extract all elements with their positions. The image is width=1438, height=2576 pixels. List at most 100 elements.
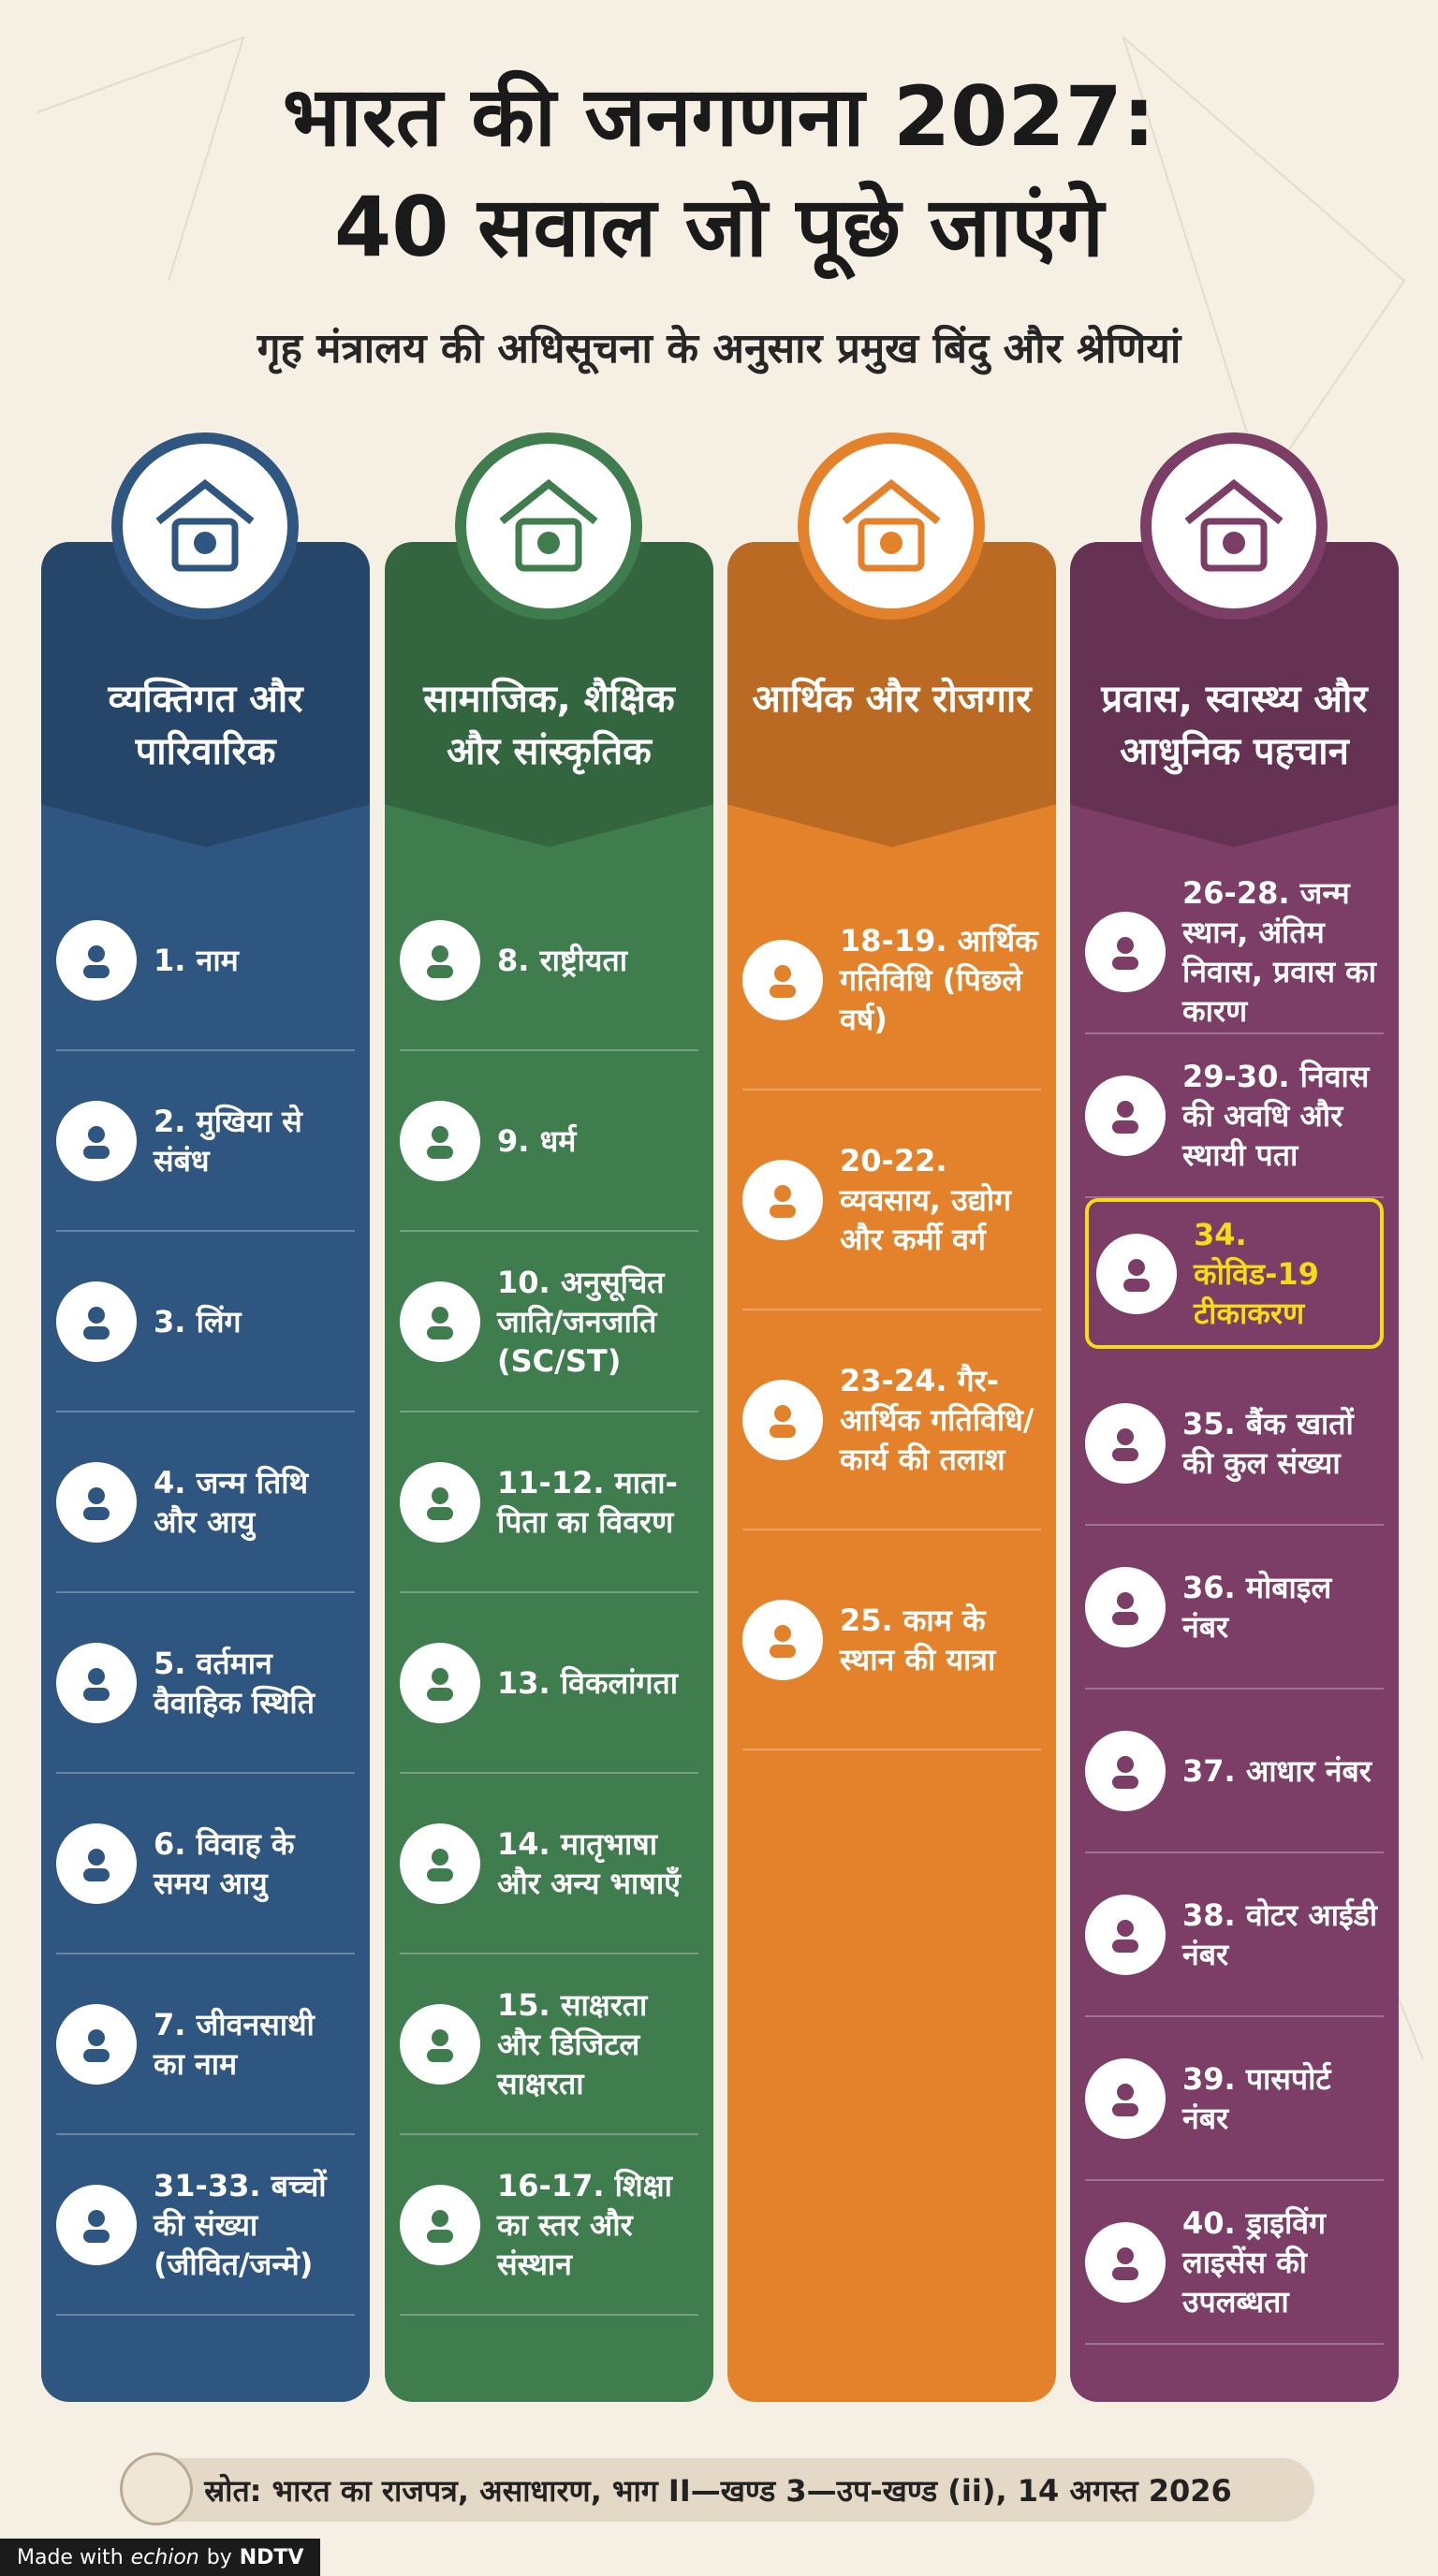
question-item: 37. आधार नंबर	[1085, 1690, 1384, 1853]
item-text: 36. मोबाइल नंबर	[1182, 1569, 1332, 1645]
item-icon	[400, 1461, 480, 1543]
question-item: 15. साक्षरता और डिजिटल साक्षरता	[400, 1954, 698, 2135]
column-title: प्रवास, स्वास्थ्य और आधुनिक पहचान	[1101, 678, 1368, 773]
item-icon	[1085, 1730, 1166, 1811]
question-item: 18-19. आर्थिक गतिविधि (पिछले वर्ष)	[742, 871, 1041, 1090]
question-item: 16-17. शिक्षा का स्तर और संस्थान	[400, 2135, 698, 2316]
item-icon	[1085, 2057, 1166, 2139]
item-icon	[56, 1822, 137, 1904]
ndtv: NDTV	[239, 2545, 304, 2569]
item-icon	[1085, 911, 1166, 992]
category-icon	[111, 432, 299, 620]
item-icon	[400, 919, 480, 1001]
item-text: 1. नाम	[154, 942, 239, 978]
item-icon	[1085, 2221, 1166, 2303]
column-title: व्यक्तिगत और पारिवारिक	[108, 678, 303, 773]
item-icon	[400, 1281, 480, 1362]
item-text: 2. मुखिया से संबंध	[154, 1103, 302, 1178]
question-item: 31-33. बच्चों की संख्या (जीवित/जन्मे)	[56, 2135, 355, 2316]
question-item: 39. पासपोर्ट नंबर	[1085, 2017, 1384, 2181]
category-column: सामाजिक, शैक्षिक और सांस्कृतिक 8. राष्ट्र…	[385, 542, 713, 2402]
item-icon	[400, 2184, 480, 2265]
item-text: 37. आधार नंबर	[1182, 1752, 1372, 1789]
item-text: 38. वोटर आईडी नंबर	[1182, 1896, 1378, 1972]
item-icon	[56, 1100, 137, 1181]
item-text: 10. अनुसूचित जाति/जनजाति (SC/ST)	[497, 1264, 665, 1379]
item-text: 31-33. बच्चों की संख्या (जीवित/जन्मे)	[154, 2167, 327, 2282]
question-item: 10. अनुसूचित जाति/जनजाति (SC/ST)	[400, 1232, 698, 1412]
question-item: 9. धर्म	[400, 1051, 698, 1232]
item-text: 7. जीवनसाथी का नाम	[154, 2006, 315, 2082]
by: by	[206, 2545, 232, 2569]
item-text: 3. लिंग	[154, 1303, 242, 1339]
item-icon	[1085, 1566, 1166, 1647]
item-icon	[742, 1159, 823, 1240]
item-text: 25. काम के स्थान की यात्रा	[840, 1602, 996, 1677]
item-icon	[742, 939, 823, 1020]
item-icon	[56, 1461, 137, 1543]
item-text: 23-24. गैर-आर्थिक गतिविधि/कार्य की तलाश	[840, 1362, 1034, 1477]
question-item: 14. मातृभाषा और अन्य भाषाएँ	[400, 1774, 698, 1954]
item-icon	[56, 919, 137, 1001]
category-icon	[455, 432, 642, 620]
item-text: 4. जन्म तिथि और आयु	[154, 1464, 309, 1540]
item-icon	[1085, 1075, 1166, 1156]
question-item: 11-12. माता-पिता का विवरण	[400, 1412, 698, 1593]
question-item: 34. कोविड-19 टीकाकरण	[1085, 1198, 1384, 1349]
item-icon	[400, 1642, 480, 1723]
question-item: 1. नाम	[56, 871, 355, 1051]
made-with: Made with	[17, 2545, 124, 2569]
emblem	[120, 2452, 193, 2525]
item-icon	[56, 1642, 137, 1723]
item-text: 5. वर्तमान वैवाहिक स्थिति	[154, 1645, 315, 1720]
item-text: 15. साक्षरता और डिजिटल साक्षरता	[497, 1986, 648, 2101]
question-item: 26-28. जन्म स्थान, अंतिम निवास, प्रवास क…	[1085, 871, 1384, 1034]
echion: echion	[130, 2545, 199, 2569]
question-item: 7. जीवनसाथी का नाम	[56, 1954, 355, 2135]
question-item: 40. ड्राइविंग लाइसेंस की उपलब्धता	[1085, 2181, 1384, 2345]
category-column: आर्थिक और रोजगार 18-19. आर्थिक गतिविधि (प…	[727, 542, 1056, 2402]
item-text: 39. पासपोर्ट नंबर	[1182, 2060, 1331, 2136]
question-item: 20-22. व्यवसाय, उद्योग और कर्मी वर्ग	[742, 1090, 1041, 1310]
category-icon	[798, 432, 985, 620]
category-column: व्यक्तिगत और पारिवारिक 1. नाम 2. मुखिया से…	[41, 542, 370, 2402]
title-line: भारत की जनगणना 2027:	[282, 68, 1156, 165]
question-item: 36. मोबाइल नंबर	[1085, 1526, 1384, 1690]
item-icon	[56, 2184, 137, 2265]
item-icon	[742, 1379, 823, 1460]
item-text: 14. मातृभाषा और अन्य भाषाएँ	[497, 1825, 681, 1901]
question-item: 35. बैंक खातों की कुल संख्या	[1085, 1362, 1384, 1526]
question-item: 4. जन्म तिथि और आयु	[56, 1412, 355, 1593]
item-icon	[400, 1100, 480, 1181]
question-item: 13. विकलांगता	[400, 1593, 698, 1774]
item-text: 9. धर्म	[497, 1122, 577, 1159]
category-icon	[1140, 432, 1328, 620]
column-title: आर्थिक और रोजगार	[752, 678, 1032, 721]
source: स्रोत: भारत का राजपत्र, असाधारण, भाग II—…	[122, 2458, 1314, 2522]
question-item: 38. वोटर आईडी नंबर	[1085, 1853, 1384, 2017]
question-item: 6. विवाह के समय आयु	[56, 1774, 355, 1954]
question-item: 23-24. गैर-आर्थिक गतिविधि/कार्य की तलाश	[742, 1310, 1041, 1530]
question-item: 5. वर्तमान वैवाहिक स्थिति	[56, 1593, 355, 1774]
branding: Made with echion by NDTV	[0, 2539, 321, 2576]
item-text: 20-22. व्यवसाय, उद्योग और कर्मी वर्ग	[840, 1142, 1012, 1257]
item-text: 11-12. माता-पिता का विवरण	[497, 1464, 678, 1540]
item-text: 18-19. आर्थिक गतिविधि (पिछले वर्ष)	[840, 922, 1038, 1037]
column-title: सामाजिक, शैक्षिक और सांस्कृतिक	[423, 678, 675, 773]
question-item: 29-30. निवास की अवधि और स्थायी पता	[1085, 1034, 1384, 1198]
item-icon	[1085, 1402, 1166, 1484]
item-text: 29-30. निवास की अवधि और स्थायी पता	[1182, 1058, 1370, 1173]
item-icon	[400, 2003, 480, 2085]
item-text: 13. विकलांगता	[497, 1664, 679, 1701]
item-text: 8. राष्ट्रीयता	[497, 942, 628, 978]
question-item: 3. लिंग	[56, 1232, 355, 1412]
item-icon	[400, 1822, 480, 1904]
item-text: 40. ड्राइविंग लाइसेंस की उपलब्धता	[1182, 2204, 1327, 2320]
question-item: 8. राष्ट्रीयता	[400, 871, 698, 1051]
item-text: 16-17. शिक्षा का स्तर और संस्थान	[497, 2167, 672, 2282]
category-column: प्रवास, स्वास्थ्य और आधुनिक पहचान 26-28. …	[1070, 542, 1399, 2402]
item-icon	[56, 1281, 137, 1362]
item-icon	[1096, 1233, 1177, 1314]
item-text: 26-28. जन्म स्थान, अंतिम निवास, प्रवास क…	[1182, 874, 1376, 1029]
